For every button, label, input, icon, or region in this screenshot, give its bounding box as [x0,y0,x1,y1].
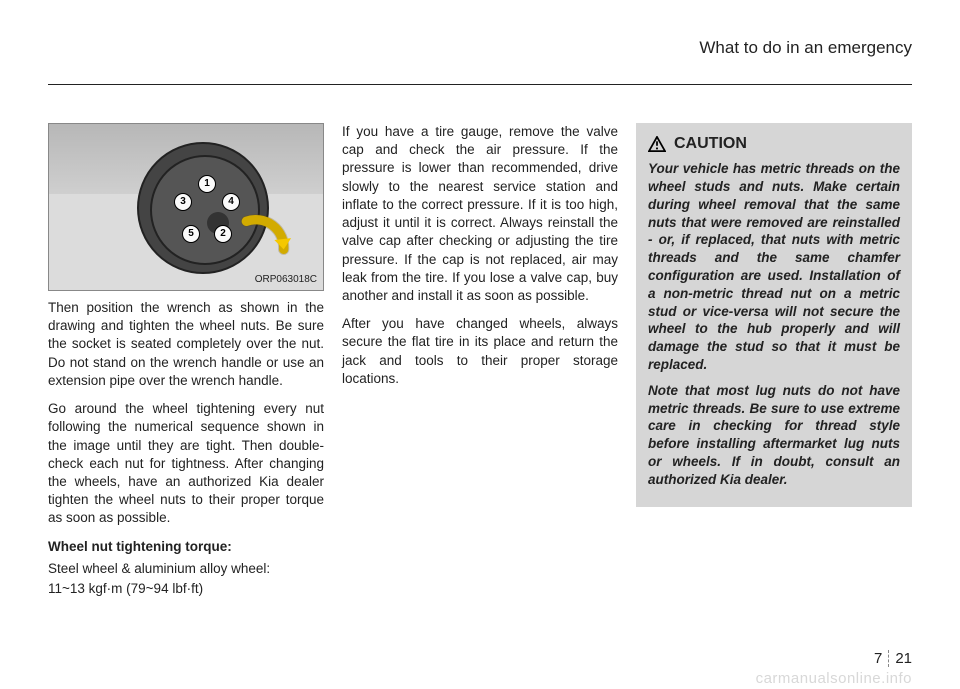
caution-para-2: Note that most lug nuts do not have metr… [648,382,900,489]
header-rule [48,84,912,85]
warning-triangle-icon [648,136,666,152]
content-columns: 1 4 2 5 3 ORP063018C Then position the w… [48,123,912,598]
caution-heading: CAUTION [648,133,900,154]
section-number: 7 [874,650,889,667]
lug-nut-4: 4 [222,193,240,211]
column-1: 1 4 2 5 3 ORP063018C Then position the w… [48,123,324,598]
header-title: What to do in an emergency [48,38,912,58]
torque-label: Wheel nut tightening torque: [48,538,324,556]
caution-para-1: Your vehicle has metric threads on the w… [648,160,900,374]
page-number: 21 [889,650,912,667]
column-2: If you have a tire gauge, remove the val… [342,123,618,598]
col1-para-1: Then position the wrench as shown in the… [48,299,324,390]
col1-para-2: Go around the wheel tightening every nut… [48,400,324,528]
torque-line-1: Steel wheel & aluminium alloy wheel: [48,560,324,578]
wheel-figure: 1 4 2 5 3 ORP063018C [48,123,324,291]
lug-nut-2: 2 [214,225,232,243]
lug-nut-1: 1 [198,175,216,193]
torque-line-2: 11~13 kgf·m (79~94 lbf·ft) [48,580,324,598]
caution-box: CAUTION Your vehicle has metric threads … [636,123,912,507]
watermark-text: carmanualsonline.info [756,670,912,687]
page-root: What to do in an emergency 1 4 2 5 3 [0,0,960,689]
col2-para-1: If you have a tire gauge, remove the val… [342,123,618,305]
caution-label: CAUTION [674,133,747,154]
page-footer: 7 21 [874,650,912,667]
figure-caption: ORP063018C [255,273,317,287]
rotation-arrow-icon [237,212,293,268]
col2-para-2: After you have changed wheels, always se… [342,315,618,388]
column-3: CAUTION Your vehicle has metric threads … [636,123,912,598]
lug-nut-3: 3 [174,193,192,211]
lug-nut-5: 5 [182,225,200,243]
